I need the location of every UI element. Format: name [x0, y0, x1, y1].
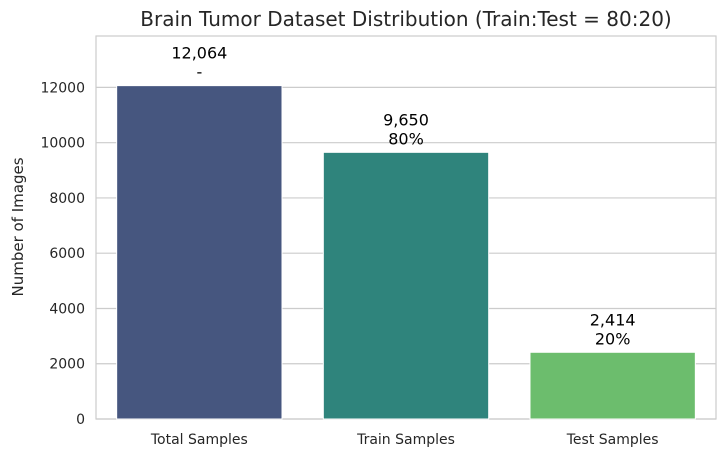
bar-total-samples — [116, 85, 283, 420]
data-label-percent: - — [196, 63, 202, 82]
x-tick-label: Total Samples — [150, 432, 248, 448]
bar-train-samples — [322, 151, 490, 420]
y-axis-ticks: 0 2000 4000 6000 8000 10000 12000 — [40, 80, 85, 428]
y-tick-label: 10000 — [40, 136, 85, 152]
y-tick-label: 6000 — [49, 246, 85, 262]
x-tick-label: Train Samples — [356, 432, 455, 448]
y-tick-label: 0 — [76, 412, 85, 428]
y-tick-label: 4000 — [49, 301, 85, 317]
bar-test-samples — [529, 351, 696, 420]
y-tick-label: 2000 — [49, 357, 85, 373]
data-label-percent: 80% — [388, 129, 424, 148]
bars — [116, 85, 696, 420]
data-label-value: 12,064 — [171, 44, 227, 63]
y-tick-label: 12000 — [40, 80, 85, 96]
x-axis-ticks: Total Samples Train Samples Test Samples — [150, 432, 659, 448]
data-label-percent: 20% — [595, 329, 631, 348]
chart-title: Brain Tumor Dataset Distribution (Train:… — [140, 7, 671, 31]
data-label-value: 2,414 — [590, 310, 636, 329]
y-axis-label: Number of Images — [9, 157, 27, 296]
x-tick-label: Test Samples — [566, 432, 659, 448]
data-label-value: 9,650 — [383, 110, 429, 129]
y-tick-label: 8000 — [49, 191, 85, 207]
